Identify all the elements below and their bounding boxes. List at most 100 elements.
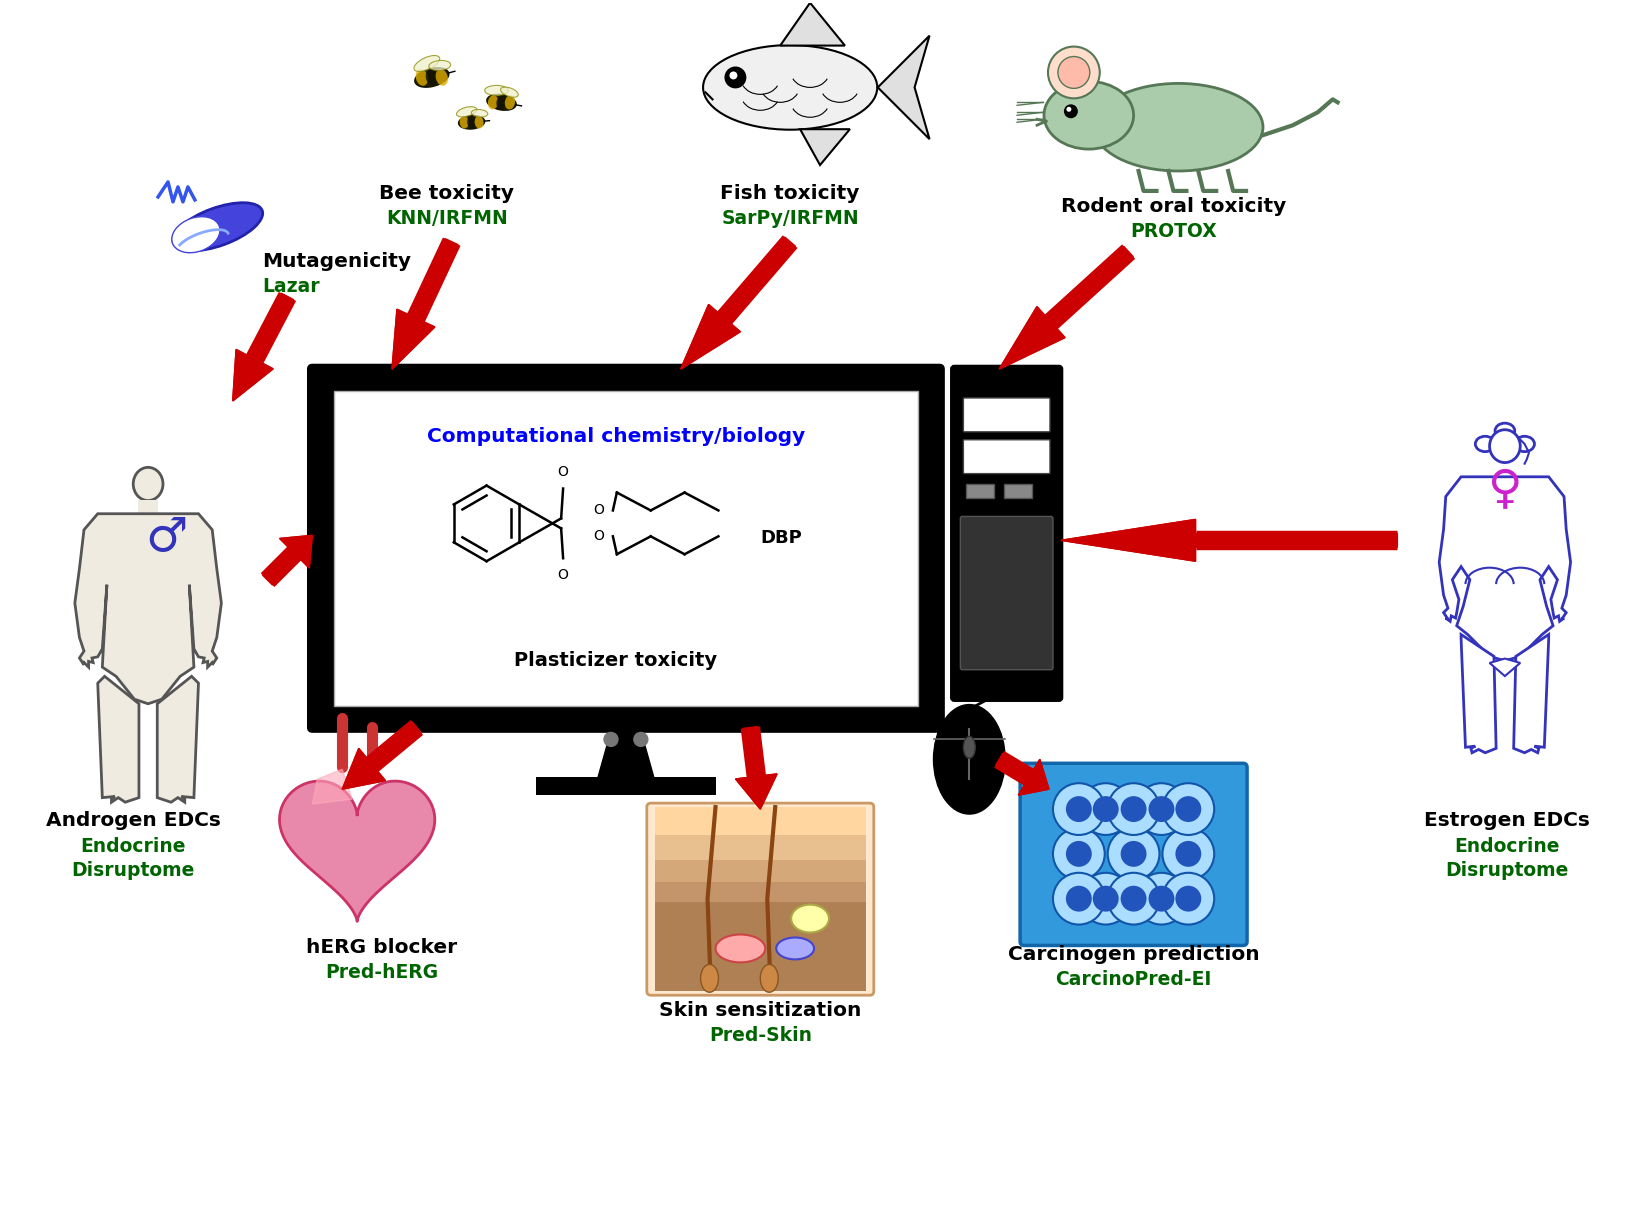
Ellipse shape: [134, 468, 164, 501]
Text: Skin sensitization: Skin sensitization: [659, 1001, 861, 1021]
Circle shape: [1163, 828, 1214, 879]
Text: Disruptome: Disruptome: [71, 861, 195, 879]
Ellipse shape: [704, 45, 877, 129]
Ellipse shape: [1490, 430, 1520, 463]
Bar: [654, 836, 866, 860]
Circle shape: [1148, 797, 1175, 822]
FancyBboxPatch shape: [963, 440, 1051, 474]
Polygon shape: [780, 2, 844, 45]
Circle shape: [1092, 885, 1118, 911]
Polygon shape: [97, 676, 139, 803]
Circle shape: [1120, 797, 1146, 822]
Text: O: O: [593, 503, 605, 518]
Text: Androgen EDCs: Androgen EDCs: [46, 811, 221, 831]
Polygon shape: [263, 536, 312, 585]
Polygon shape: [279, 781, 434, 922]
FancyBboxPatch shape: [648, 803, 874, 995]
Text: Endocrine: Endocrine: [81, 837, 187, 856]
Polygon shape: [877, 35, 930, 139]
Text: DBP: DBP: [760, 530, 803, 547]
Circle shape: [1176, 797, 1201, 822]
Polygon shape: [999, 246, 1133, 369]
FancyBboxPatch shape: [952, 367, 1062, 700]
Text: Endocrine: Endocrine: [1454, 837, 1559, 856]
Ellipse shape: [700, 965, 719, 993]
Ellipse shape: [1094, 83, 1264, 171]
Ellipse shape: [963, 737, 975, 759]
Text: Lazar: Lazar: [263, 276, 320, 296]
Polygon shape: [157, 676, 198, 803]
Text: O: O: [558, 568, 568, 582]
Bar: [1004, 484, 1032, 497]
Circle shape: [1080, 783, 1132, 836]
Circle shape: [1066, 797, 1092, 822]
Text: PROTOX: PROTOX: [1130, 222, 1218, 241]
Ellipse shape: [715, 934, 765, 962]
Circle shape: [1080, 873, 1132, 924]
Circle shape: [1052, 783, 1105, 836]
Polygon shape: [1460, 635, 1497, 753]
Bar: [537, 777, 715, 795]
Polygon shape: [681, 238, 796, 369]
Circle shape: [1047, 46, 1100, 99]
Ellipse shape: [173, 202, 263, 251]
Circle shape: [1066, 840, 1092, 867]
FancyBboxPatch shape: [963, 398, 1051, 432]
Text: Plasticizer toxicity: Plasticizer toxicity: [514, 650, 717, 670]
Circle shape: [1066, 885, 1092, 911]
Polygon shape: [74, 514, 221, 704]
Circle shape: [1108, 783, 1160, 836]
Ellipse shape: [1044, 82, 1133, 149]
Ellipse shape: [415, 68, 449, 88]
Ellipse shape: [172, 217, 220, 253]
Circle shape: [634, 732, 648, 747]
Polygon shape: [279, 536, 312, 568]
Bar: [654, 860, 866, 882]
Ellipse shape: [1515, 436, 1535, 452]
Text: hERG blocker: hERG blocker: [307, 939, 458, 957]
Ellipse shape: [468, 116, 476, 129]
Polygon shape: [735, 727, 776, 809]
Ellipse shape: [501, 86, 519, 97]
Ellipse shape: [776, 938, 814, 960]
Bar: [654, 901, 866, 991]
Text: Computational chemistry/biology: Computational chemistry/biology: [426, 426, 805, 446]
Circle shape: [1135, 873, 1188, 924]
Polygon shape: [800, 129, 849, 164]
Text: Estrogen EDCs: Estrogen EDCs: [1424, 811, 1589, 831]
Circle shape: [1163, 783, 1214, 836]
Ellipse shape: [416, 69, 428, 85]
Text: Disruptome: Disruptome: [1446, 861, 1568, 879]
Polygon shape: [1439, 476, 1571, 660]
Ellipse shape: [791, 905, 829, 933]
Ellipse shape: [474, 116, 484, 129]
Polygon shape: [996, 754, 1049, 795]
Text: Pred-Skin: Pred-Skin: [709, 1026, 811, 1045]
Text: KNN/IRFMN: KNN/IRFMN: [387, 208, 507, 228]
Ellipse shape: [459, 116, 484, 129]
Text: SarPy/IRFMN: SarPy/IRFMN: [722, 208, 859, 228]
Circle shape: [1067, 107, 1072, 112]
FancyBboxPatch shape: [309, 365, 943, 732]
Circle shape: [725, 67, 747, 89]
Polygon shape: [312, 770, 352, 804]
Text: Mutagenicity: Mutagenicity: [263, 252, 411, 272]
Polygon shape: [999, 307, 1066, 369]
Circle shape: [1176, 840, 1201, 867]
Circle shape: [1092, 797, 1118, 822]
Text: CarcinoPred-EI: CarcinoPred-EI: [1056, 971, 1213, 989]
Ellipse shape: [496, 95, 507, 110]
Text: Pred-hERG: Pred-hERG: [325, 963, 438, 983]
Circle shape: [1120, 840, 1146, 867]
Text: Bee toxicity: Bee toxicity: [380, 184, 514, 203]
Polygon shape: [233, 350, 273, 401]
Polygon shape: [392, 239, 458, 369]
Polygon shape: [1061, 519, 1196, 561]
Bar: [966, 484, 995, 497]
Ellipse shape: [487, 95, 499, 110]
Polygon shape: [233, 294, 294, 401]
FancyBboxPatch shape: [1021, 764, 1247, 945]
Ellipse shape: [471, 110, 487, 117]
Circle shape: [1108, 873, 1160, 924]
Circle shape: [1176, 885, 1201, 911]
